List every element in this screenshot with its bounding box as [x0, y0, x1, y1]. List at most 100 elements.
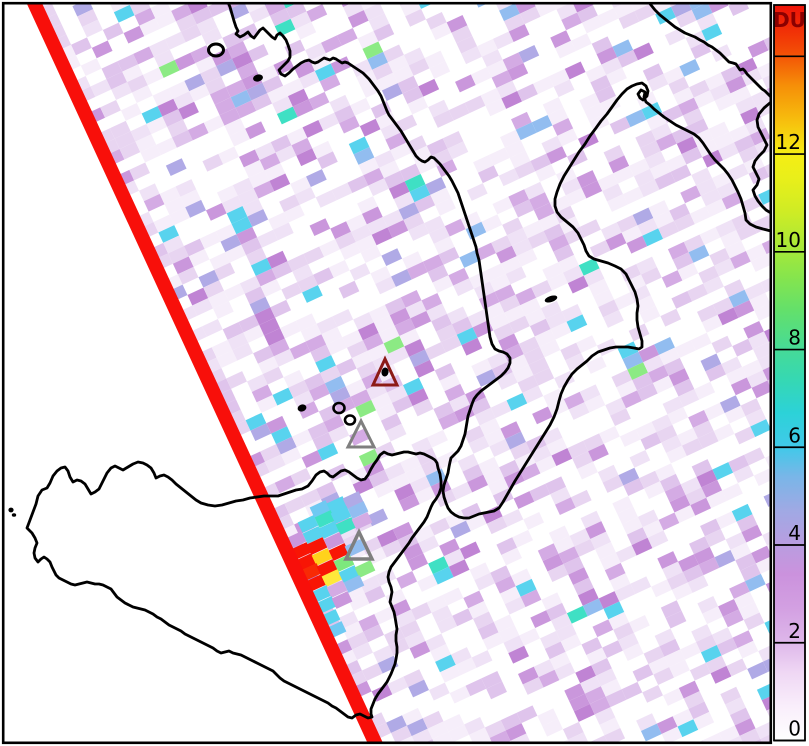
data-pixel: [440, 334, 462, 353]
island: [207, 42, 225, 58]
data-pixel: [347, 175, 369, 194]
data-pixel: [211, 339, 233, 358]
data-pixel: [287, 253, 309, 272]
data-pixel: [725, 532, 747, 550]
map-content: [8, 0, 781, 742]
data-pixel: [357, 31, 379, 49]
data-pixel: [763, 489, 770, 507]
data-pixel: [576, 335, 597, 354]
data-pixel: [249, 5, 270, 24]
data-pixel: [196, 17, 218, 35]
data-pixel: [697, 595, 719, 614]
data-pixel: [649, 161, 671, 180]
data-pixel: [173, 91, 195, 110]
data-pixel: [347, 340, 368, 359]
data-pixel: [447, 306, 468, 325]
data-pixel: [353, 147, 375, 165]
data-pixel: [665, 610, 687, 629]
data-pixel: [326, 337, 348, 356]
data-pixel: [370, 100, 392, 119]
data-pixel: [444, 218, 466, 237]
data-pixel: [468, 435, 490, 454]
data-pixel: [672, 708, 694, 727]
data-pixel: [690, 41, 712, 60]
plume-pixel: [314, 510, 336, 528]
data-pixel: [461, 46, 482, 65]
data-pixel: [153, 49, 175, 68]
data-pixel: [271, 426, 292, 445]
data-pixel: [480, 88, 502, 106]
data-pixel: [425, 342, 446, 360]
data-pixel: [522, 385, 544, 404]
data-pixel: [581, 15, 603, 34]
stromboli-marker: [370, 355, 400, 387]
data-pixel: [343, 4, 364, 18]
data-pixel: [381, 248, 403, 267]
data-pixel: [654, 628, 676, 647]
data-pixel: [405, 300, 427, 319]
data-pixel: [408, 57, 430, 76]
data-pixel: [394, 483, 415, 502]
data-pixel: [574, 538, 596, 557]
data-pixel: [402, 707, 423, 726]
data-pixel: [213, 301, 234, 319]
data-pixel: [239, 149, 260, 168]
data-pixel: [522, 220, 544, 239]
data-pixel: [656, 716, 678, 735]
data-pixel: [383, 335, 405, 354]
data-pixel: [226, 206, 248, 224]
data-pixel: [392, 521, 414, 540]
data-pixel: [603, 310, 624, 328]
data-pixel: [567, 440, 589, 459]
data-pixel: [564, 683, 585, 701]
data-pixel: [130, 123, 152, 142]
data-pixel: [530, 445, 552, 463]
data-pixel: [283, 78, 304, 97]
data-pixel: [758, 643, 770, 662]
data-pixel: [538, 213, 560, 231]
data-pixel: [677, 719, 699, 738]
data-pixel: [677, 427, 698, 446]
data-pixel: [209, 252, 231, 270]
data-pixel: [673, 87, 694, 106]
data-pixel: [594, 707, 616, 725]
data-pixel: [647, 73, 669, 92]
data-pixel: [722, 483, 743, 501]
data-pixel: [309, 383, 330, 402]
map-frame: [1, 1, 773, 745]
data-pixel: [523, 346, 545, 365]
data-pixel: [643, 354, 664, 373]
data-pixel: [138, 183, 160, 202]
data-pixel: [243, 325, 265, 343]
data-pixel: [224, 283, 245, 302]
data-pixel: [501, 91, 523, 109]
data-pixel: [629, 615, 650, 633]
data-pixel: [602, 183, 623, 202]
data-pixel: [417, 574, 438, 592]
data-pixel: [584, 686, 606, 705]
data-pixel: [605, 232, 627, 251]
data-pixel: [669, 659, 690, 678]
colorbar-tick-label: 10: [776, 228, 801, 252]
data-pixel: [541, 427, 563, 446]
data-pixel: [385, 423, 407, 442]
data-pixel: [522, 677, 544, 695]
data-pixel: [565, 187, 587, 206]
data-pixel: [468, 601, 489, 619]
data-pixel: [663, 66, 685, 85]
data-pixel: [599, 717, 621, 736]
data-pixel: [320, 365, 341, 384]
data-pixel: [393, 191, 415, 210]
data-pixel: [760, 0, 781, 1]
data-pixel: [246, 247, 267, 266]
data-pixel: [362, 332, 384, 351]
data-pixel: [656, 133, 677, 152]
data-pixel: [379, 160, 400, 179]
data-pixel: [745, 243, 767, 262]
data-pixel: [605, 397, 627, 416]
data-pixel: [634, 4, 656, 22]
data-pixel: [732, 630, 754, 649]
data-pixel: [494, 284, 516, 303]
data-pixel: [688, 701, 710, 720]
data-pixel: [529, 318, 551, 337]
